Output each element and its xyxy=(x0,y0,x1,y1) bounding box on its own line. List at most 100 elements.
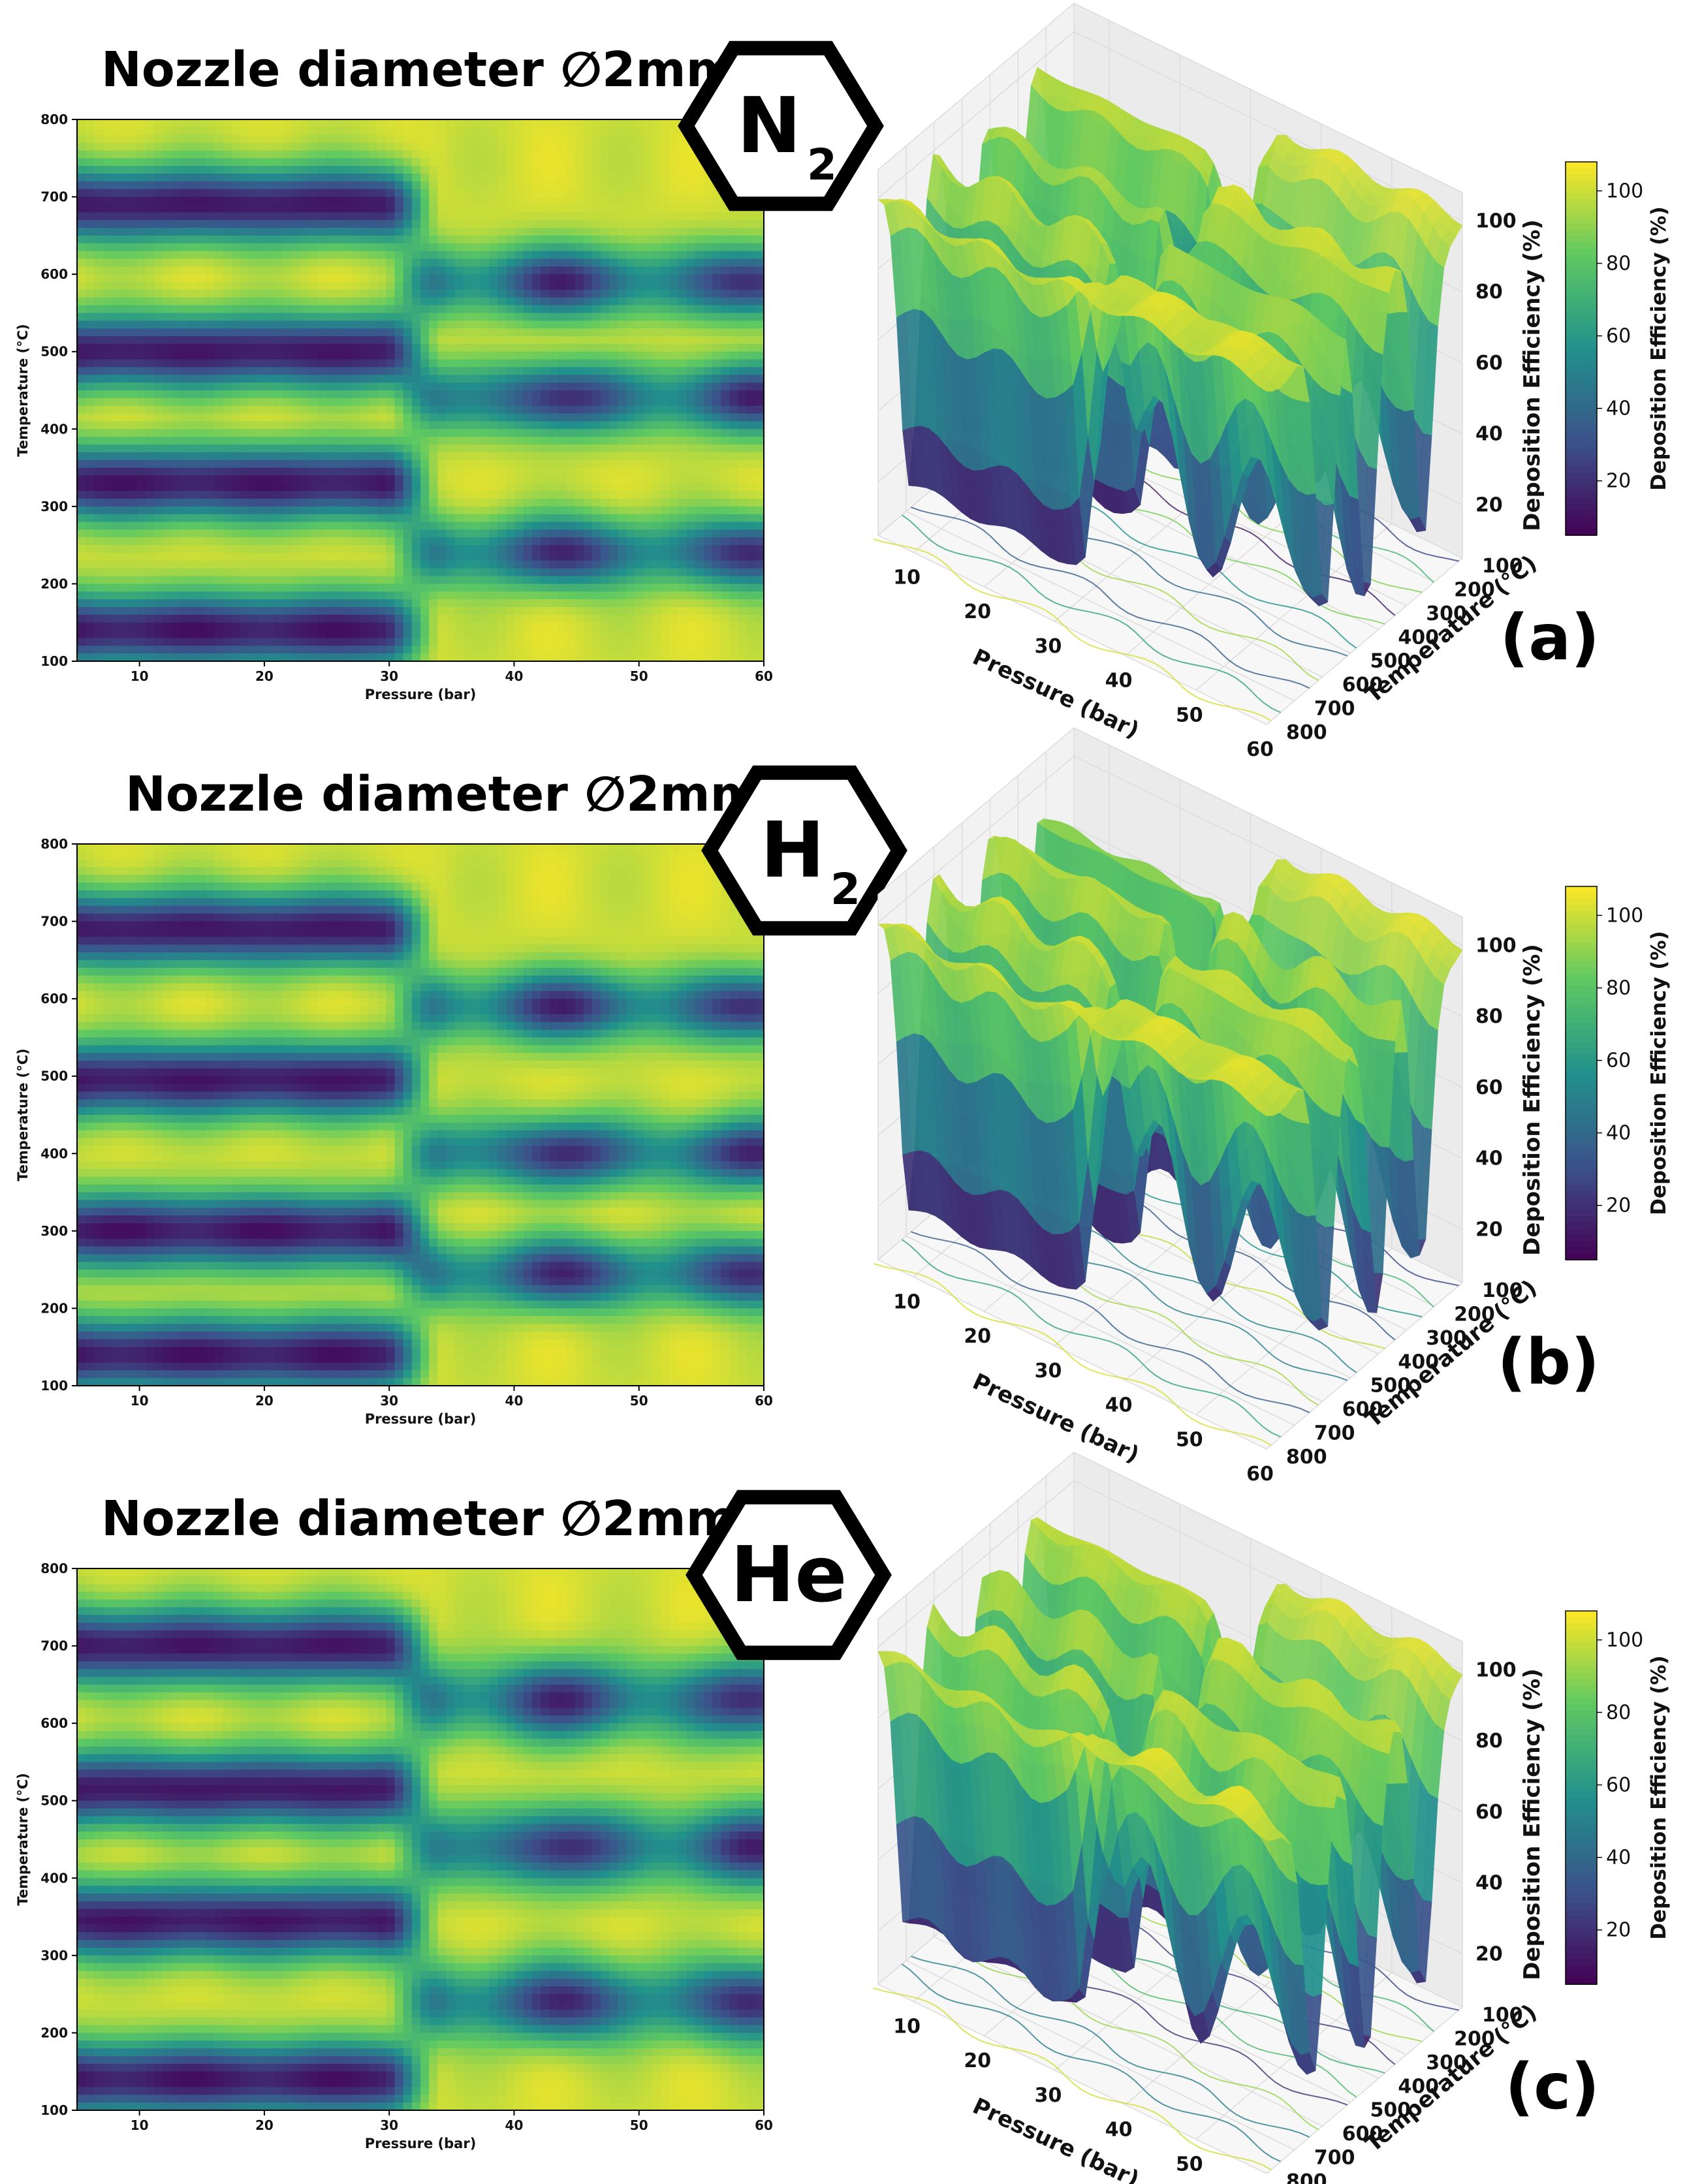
heatmap-cell xyxy=(360,591,370,600)
heatmap-cell xyxy=(283,134,292,144)
heatmap-cell xyxy=(77,599,86,608)
heatmap-cell xyxy=(249,212,258,221)
heatmap-cell xyxy=(309,413,318,422)
heatmap-cell xyxy=(394,522,404,531)
heatmap-cell xyxy=(592,460,601,469)
heatmap-cell xyxy=(197,189,206,198)
heatmap-cell xyxy=(411,305,421,314)
heatmap-cell xyxy=(274,212,284,221)
heatmap-cell xyxy=(86,328,95,337)
heatmap-cell xyxy=(249,491,258,499)
heatmap-cell xyxy=(171,235,181,244)
heatmap-cell xyxy=(197,429,206,437)
heatmap-cell xyxy=(558,235,567,244)
heatmap-cell xyxy=(86,405,95,414)
heatmap-cell xyxy=(592,212,601,221)
heatmap-cell xyxy=(197,119,206,128)
heatmap-cell xyxy=(386,235,396,244)
heatmap-cell xyxy=(343,134,353,144)
heatmap-cell xyxy=(652,437,661,445)
heatmap-cell xyxy=(249,166,258,174)
heatmap-cell xyxy=(257,421,266,429)
heatmap-cell xyxy=(566,243,576,252)
heatmap-cell xyxy=(669,607,679,616)
heatmap-cell xyxy=(643,599,653,608)
heatmap-cell xyxy=(403,258,413,267)
heatmap-cell xyxy=(291,514,301,523)
heatmap-cell xyxy=(635,297,644,306)
heatmap-cell xyxy=(240,607,249,616)
heatmap-cell xyxy=(102,313,112,321)
heatmap-cell xyxy=(146,305,155,314)
heatmap-cell xyxy=(266,336,276,345)
heatmap-cell xyxy=(454,375,464,383)
heatmap-cell xyxy=(102,228,112,236)
heatmap-cell xyxy=(420,320,430,329)
heatmap-cell xyxy=(489,119,499,128)
heatmap-cell xyxy=(531,282,541,290)
heatmap-cell xyxy=(240,653,249,662)
heatmap-cell xyxy=(411,313,421,321)
heatmap-cell xyxy=(583,437,593,445)
heatmap-cell xyxy=(360,653,370,662)
heatmap-cell xyxy=(291,560,301,569)
heatmap-cell xyxy=(566,646,576,654)
heatmap-cell xyxy=(137,576,146,585)
heatmap-cell xyxy=(489,243,499,252)
heatmap-cell xyxy=(197,367,206,375)
heatmap-cell xyxy=(678,614,687,623)
heatmap-cell xyxy=(188,251,198,260)
heatmap-cell xyxy=(411,212,421,221)
heatmap-cell xyxy=(420,251,430,260)
heatmap-cell xyxy=(86,375,95,383)
heatmap-cell xyxy=(583,445,593,453)
heatmap-cell xyxy=(102,614,112,623)
heatmap-cell xyxy=(102,413,112,422)
heatmap-cell xyxy=(669,514,679,523)
heatmap-cell xyxy=(531,251,541,260)
heatmap-cell xyxy=(403,142,413,151)
heatmap-cell xyxy=(394,204,404,213)
heatmap-cell xyxy=(128,150,138,159)
heatmap-cell xyxy=(334,351,344,360)
heatmap-cell xyxy=(541,228,550,236)
heatmap-cell xyxy=(231,467,241,476)
heatmap-cell xyxy=(119,467,129,476)
heatmap-cell xyxy=(231,452,241,461)
heatmap-cell xyxy=(119,529,129,538)
heatmap-cell xyxy=(489,437,499,445)
heatmap-cell xyxy=(437,522,447,531)
heatmap-cell xyxy=(454,421,464,429)
heatmap-cell xyxy=(411,166,421,174)
heatmap-cell xyxy=(257,274,266,283)
heatmap-cell xyxy=(463,313,473,321)
heatmap-cell xyxy=(403,228,413,236)
heatmap-cell xyxy=(111,483,121,491)
heatmap-cell xyxy=(257,320,266,329)
heatmap-cell xyxy=(686,289,696,298)
heatmap-cell xyxy=(549,599,559,608)
heatmap-cell xyxy=(119,134,129,144)
heatmap-cell xyxy=(386,367,396,375)
heatmap-cell xyxy=(274,398,284,407)
heatmap-cell xyxy=(86,638,95,646)
heatmap-cell xyxy=(454,553,464,561)
heatmap-cell xyxy=(102,653,112,662)
heatmap-cell xyxy=(531,514,541,523)
heatmap-cell xyxy=(214,359,224,368)
heatmap-cell xyxy=(266,158,276,166)
heatmap-cell xyxy=(206,328,215,337)
heatmap-cell xyxy=(240,491,249,499)
heatmap-cell xyxy=(454,174,464,182)
heatmap-cell xyxy=(575,445,584,453)
heatmap-cell xyxy=(360,228,370,236)
heatmap-cell xyxy=(652,545,661,554)
heatmap-cell xyxy=(249,119,258,128)
heatmap-cell xyxy=(652,382,661,391)
heatmap-cell xyxy=(601,166,610,174)
heatmap-cell xyxy=(566,142,576,151)
heatmap-cell xyxy=(386,390,396,399)
heatmap-cell xyxy=(94,375,104,383)
heatmap-cell xyxy=(489,274,499,283)
heatmap-cell xyxy=(188,258,198,267)
